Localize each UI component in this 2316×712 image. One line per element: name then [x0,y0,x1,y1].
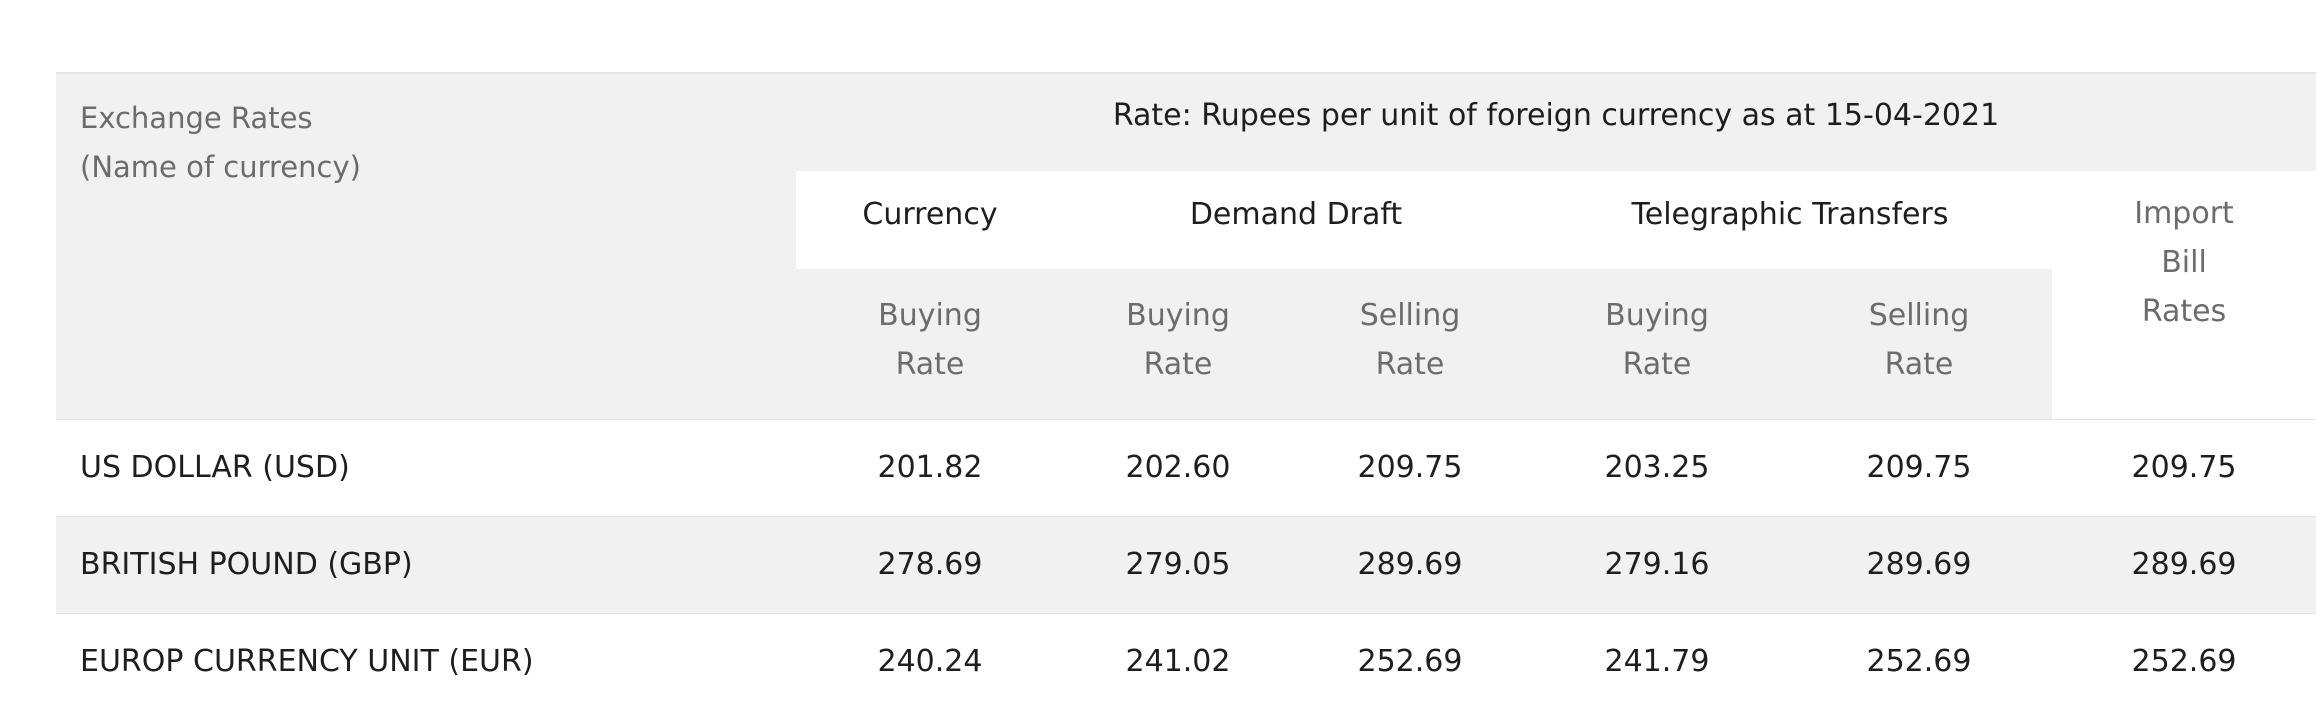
rate-caption: Rate: Rupees per unit of foreign currenc… [796,72,2316,171]
demand-draft-buying-cell: 279.05 [1125,547,1231,582]
table-row: US DOLLAR (USD) 201.82 202.60 209.75 203… [56,419,2316,516]
demand-draft-selling-cell: 252.69 [1357,644,1463,680]
demand-draft-selling-cell: 209.75 [1357,450,1463,485]
telegraphic-transfers-group-header: Telegraphic Transfers [1528,171,2052,269]
demand-draft-buying-label: Buying [1126,298,1230,333]
demand-draft-buying-cell: 241.02 [1125,644,1231,680]
telegraphic-buying-cell: 279.16 [1604,547,1710,582]
currency-name-cell: EUROP CURRENCY UNIT (EUR) [80,644,534,680]
demand-draft-buying-rate-header: Buying Rate [1064,269,1292,419]
demand-draft-selling-cell: 289.69 [1357,547,1463,582]
exchange-rates-table-container: Exchange Rates (Name of currency) Rate: … [56,72,2316,710]
currency-buying-label: Buying [878,298,982,333]
import-bill-rates-line1: Import [2134,196,2234,231]
currency-group-header: Currency [796,171,1064,269]
currency-rate-label: Rate [895,347,965,382]
telegraphic-buying-cell: 203.25 [1604,450,1710,485]
telegraphic-selling-cell: 252.69 [1866,644,1972,680]
import-bill-rates-line2: Bill [2161,245,2207,280]
table-header: Exchange Rates (Name of currency) Rate: … [56,72,2316,419]
telegraphic-selling-rate-header: Selling Rate [1786,269,2052,419]
telegraphic-buying-rate-label: Rate [1622,347,1692,382]
import-bill-cell: 209.75 [2131,450,2237,485]
telegraphic-buying-cell: 241.79 [1604,644,1710,680]
telegraphic-buying-label: Buying [1605,298,1709,333]
currency-name-cell: BRITISH POUND (GBP) [80,547,413,582]
telegraphic-buying-rate-header: Buying Rate [1528,269,1786,419]
import-bill-cell: 289.69 [2131,547,2237,582]
currency-buying-rate-header: Buying Rate [796,269,1064,419]
currency-name-header-line1: Exchange Rates [80,101,313,135]
demand-draft-selling-rate-header: Selling Rate [1292,269,1528,419]
import-bill-rates-line3: Rates [2141,294,2227,329]
demand-draft-group-header: Demand Draft [1064,171,1528,269]
currency-name-header-line2: (Name of currency) [80,150,361,184]
table-row: EUROP CURRENCY UNIT (EUR) 240.24 241.02 … [56,613,2316,710]
currency-buying-cell: 278.69 [877,547,983,582]
exchange-rates-table: Exchange Rates (Name of currency) Rate: … [56,72,2316,710]
currency-name-cell: US DOLLAR (USD) [80,450,350,485]
telegraphic-selling-label: Selling [1868,298,1970,333]
currency-buying-cell: 240.24 [877,644,983,680]
table-row: BRITISH POUND (GBP) 278.69 279.05 289.69… [56,516,2316,613]
telegraphic-selling-cell: 289.69 [1866,547,1972,582]
demand-draft-selling-rate-label: Rate [1375,347,1445,382]
table-body: US DOLLAR (USD) 201.82 202.60 209.75 203… [56,419,2316,710]
demand-draft-buying-rate-label: Rate [1143,347,1213,382]
currency-name-header: Exchange Rates (Name of currency) [56,72,796,419]
telegraphic-selling-cell: 209.75 [1866,450,1972,485]
demand-draft-buying-cell: 202.60 [1125,450,1231,485]
demand-draft-selling-label: Selling [1359,298,1461,333]
import-bill-rates-header: Import Bill Rates [2052,171,2316,419]
telegraphic-selling-rate-label: Rate [1884,347,1954,382]
import-bill-cell: 252.69 [2131,644,2237,680]
currency-buying-cell: 201.82 [877,450,983,485]
